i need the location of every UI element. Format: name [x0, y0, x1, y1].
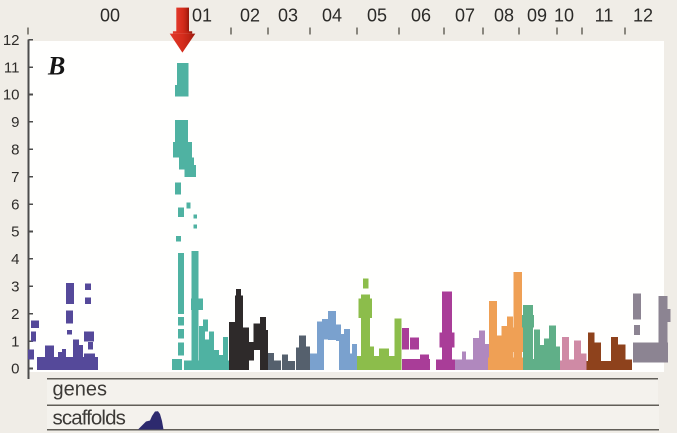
svg-text:8: 8	[11, 142, 19, 159]
svg-text:11: 11	[595, 6, 614, 26]
svg-text:0: 0	[11, 361, 19, 378]
svg-text:10: 10	[554, 6, 574, 26]
svg-text:05: 05	[367, 6, 387, 26]
svg-text:02: 02	[240, 6, 260, 26]
svg-text:scaffolds: scaffolds	[53, 407, 126, 430]
svg-text:03: 03	[278, 6, 298, 26]
svg-text:00: 00	[100, 6, 120, 26]
svg-text:01: 01	[192, 6, 212, 26]
svg-text:08: 08	[494, 6, 514, 26]
svg-text:3: 3	[11, 279, 19, 296]
svg-text:06: 06	[411, 6, 431, 26]
svg-text:genes: genes	[53, 379, 108, 401]
svg-text:1: 1	[11, 333, 19, 350]
svg-text:11: 11	[4, 59, 20, 76]
svg-text:4: 4	[11, 251, 19, 268]
svg-text:B: B	[47, 51, 65, 80]
svg-text:6: 6	[11, 196, 19, 213]
svg-text:7: 7	[11, 169, 19, 186]
svg-text:2: 2	[11, 306, 19, 323]
svg-text:9: 9	[11, 114, 19, 131]
svg-text:07: 07	[455, 6, 475, 26]
svg-text:12: 12	[3, 32, 20, 49]
svg-text:09: 09	[527, 6, 547, 26]
svg-text:5: 5	[11, 224, 19, 241]
svg-text:12: 12	[633, 6, 653, 26]
svg-text:10: 10	[3, 87, 20, 104]
svg-text:04: 04	[322, 6, 342, 26]
